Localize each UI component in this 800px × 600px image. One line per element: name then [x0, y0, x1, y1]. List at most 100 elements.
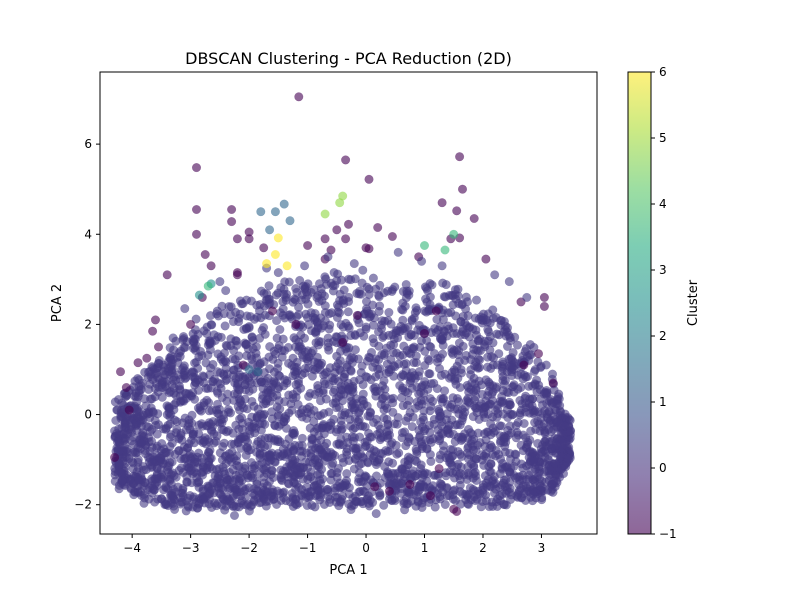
data-point-cluster-0 — [221, 286, 231, 296]
data-point — [380, 348, 390, 359]
data-point — [435, 454, 445, 464]
data-point-cluster--1 — [343, 219, 354, 229]
data-point-cluster--1 — [115, 367, 126, 377]
data-point — [312, 352, 322, 362]
data-point — [209, 374, 220, 384]
data-point — [478, 315, 488, 325]
data-point-cluster--1 — [338, 337, 348, 347]
data-point — [388, 407, 398, 417]
data-point — [133, 373, 143, 384]
data-point — [202, 395, 212, 405]
data-point — [232, 451, 242, 461]
data-point — [455, 420, 465, 430]
data-point-cluster--1 — [320, 234, 330, 244]
data-point — [243, 417, 254, 427]
data-point-cluster--1 — [370, 482, 380, 492]
data-point — [218, 494, 228, 504]
data-point — [443, 399, 453, 410]
data-point — [313, 321, 323, 331]
data-point — [181, 496, 191, 506]
data-point — [351, 444, 361, 454]
data-point — [373, 364, 383, 374]
data-point — [392, 419, 402, 429]
data-point — [188, 502, 198, 512]
data-point — [414, 485, 424, 495]
data-point — [429, 414, 439, 424]
data-point — [506, 463, 516, 473]
x-axis: −4 −3 −2 −1 0 1 2 3 — [123, 534, 545, 555]
data-point — [484, 461, 494, 472]
data-point — [313, 431, 324, 441]
data-point — [357, 278, 367, 288]
data-point — [340, 408, 350, 418]
data-point — [222, 341, 232, 351]
data-point — [156, 445, 166, 455]
data-point — [220, 451, 230, 461]
data-point — [184, 451, 194, 461]
x-tick-label: 2 — [479, 541, 487, 555]
colorbar-tick-label: 2 — [659, 329, 667, 343]
data-point — [471, 383, 481, 394]
data-point — [233, 401, 243, 411]
data-point — [218, 462, 228, 472]
data-point — [213, 388, 223, 398]
data-point — [267, 466, 277, 476]
data-point — [496, 421, 507, 431]
data-point — [452, 361, 462, 371]
data-point — [290, 464, 301, 474]
data-point — [238, 483, 248, 493]
data-point — [213, 472, 223, 482]
data-point — [231, 420, 241, 430]
data-point — [315, 495, 325, 505]
data-point — [288, 393, 298, 403]
data-point — [482, 427, 492, 437]
data-point — [497, 361, 507, 371]
data-point — [226, 457, 237, 467]
data-point — [237, 424, 248, 434]
data-point — [516, 459, 527, 469]
data-point — [215, 368, 225, 378]
data-point — [536, 361, 546, 371]
data-point — [344, 323, 354, 333]
x-tick-label: −3 — [182, 541, 200, 555]
data-point — [200, 492, 210, 502]
data-point — [167, 358, 177, 368]
data-point — [234, 476, 244, 486]
data-point — [468, 339, 478, 349]
data-point-cluster--1 — [124, 405, 134, 415]
data-point-cluster--1 — [227, 204, 237, 215]
data-point — [234, 317, 244, 327]
data-point — [275, 308, 285, 318]
data-point — [481, 449, 491, 459]
data-point — [332, 300, 342, 310]
data-point — [376, 324, 387, 334]
data-point — [280, 466, 291, 476]
data-point-cluster--1 — [110, 452, 120, 462]
data-point — [416, 417, 426, 427]
data-point — [500, 376, 510, 386]
data-point — [278, 297, 288, 307]
data-point-cluster--1 — [352, 310, 362, 320]
data-point-cluster-4 — [335, 198, 345, 208]
data-point — [499, 499, 509, 509]
data-point — [525, 394, 535, 404]
data-point-cluster--1 — [186, 319, 196, 329]
data-point — [166, 430, 176, 440]
data-point — [126, 483, 136, 493]
data-point — [249, 401, 259, 411]
data-point — [206, 453, 216, 463]
data-point — [334, 501, 344, 511]
data-point — [512, 340, 523, 350]
data-point — [346, 275, 356, 285]
data-point — [228, 465, 238, 475]
data-point — [308, 312, 318, 322]
data-point — [505, 362, 515, 372]
data-point — [122, 452, 132, 462]
colorbar-tick-label: −1 — [659, 527, 677, 541]
data-point — [246, 457, 257, 468]
data-point-cluster--1 — [148, 326, 158, 336]
data-point — [364, 284, 374, 294]
data-point — [487, 497, 497, 507]
data-point — [483, 474, 493, 485]
data-point — [558, 436, 568, 446]
